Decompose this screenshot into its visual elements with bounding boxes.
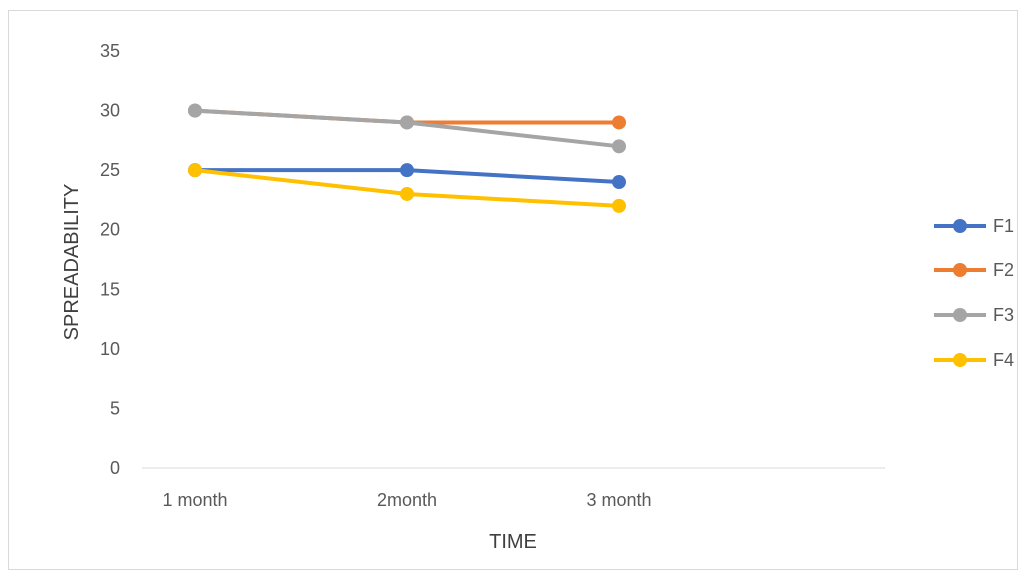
legend-item-f3: F3 <box>934 305 1014 325</box>
y-tick-label: 10 <box>100 339 120 359</box>
y-tick-label: 25 <box>100 160 120 180</box>
data-point-f3 <box>188 103 202 118</box>
y-tick-label: 5 <box>110 398 120 418</box>
data-point-f3 <box>400 115 414 130</box>
series-layer <box>188 103 626 213</box>
y-tick-labels: 0 5 10 15 20 25 30 35 <box>100 41 120 478</box>
series-f4 <box>188 163 626 213</box>
legend-label: F4 <box>993 350 1014 370</box>
chart-frame <box>8 10 1018 570</box>
y-tick-label: 20 <box>100 220 120 240</box>
data-point-f4 <box>612 198 626 213</box>
data-point-f1 <box>400 163 414 178</box>
data-point-f1 <box>612 175 626 190</box>
data-point-f4 <box>400 186 414 201</box>
series-f3 <box>188 103 626 154</box>
y-tick-label: 15 <box>100 279 120 299</box>
y-tick-label: 0 <box>110 458 120 478</box>
legend-item-f4: F4 <box>934 350 1014 370</box>
y-tick-label: 35 <box>100 41 120 61</box>
legend: F1 F2 F3 F4 <box>934 216 1014 370</box>
y-axis-title: SPREADABILITY <box>61 184 83 341</box>
legend-swatch-marker <box>953 308 967 322</box>
data-point-f3 <box>612 139 626 154</box>
x-tick-labels: 1 month 2month 3 month <box>162 490 651 510</box>
x-tick-label: 1 month <box>162 490 227 510</box>
legend-swatch-marker <box>953 219 967 233</box>
legend-label: F3 <box>993 305 1014 325</box>
legend-item-f1: F1 <box>934 216 1014 236</box>
legend-swatch-marker <box>953 263 967 277</box>
legend-label: F1 <box>993 216 1014 236</box>
legend-label: F2 <box>993 260 1014 280</box>
data-point-f2 <box>612 115 626 130</box>
y-tick-label: 30 <box>100 101 120 121</box>
data-point-f4 <box>188 163 202 178</box>
legend-item-f2: F2 <box>934 260 1014 280</box>
x-axis-title: TIME <box>489 531 537 553</box>
x-tick-label: 3 month <box>586 490 651 510</box>
legend-swatch-marker <box>953 353 967 367</box>
x-tick-label: 2month <box>377 490 437 510</box>
